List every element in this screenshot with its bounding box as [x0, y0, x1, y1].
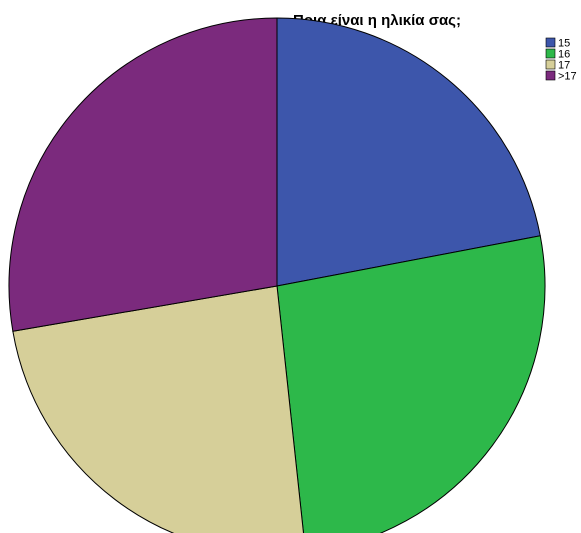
pie-slice-gt17	[8, 17, 278, 332]
legend-swatch	[545, 48, 556, 59]
legend-label: 17	[558, 60, 570, 72]
legend-label: >17	[558, 71, 577, 83]
pie-slice-17	[12, 285, 304, 533]
pie-slices	[8, 17, 546, 533]
legend-swatch	[545, 59, 556, 70]
legend-swatch	[545, 70, 556, 81]
legend-label: 16	[558, 49, 570, 61]
legend-label: 15	[558, 38, 570, 50]
pie-slice-15	[276, 17, 541, 287]
pie-slice-16	[276, 235, 546, 533]
legend-swatch	[545, 37, 556, 48]
